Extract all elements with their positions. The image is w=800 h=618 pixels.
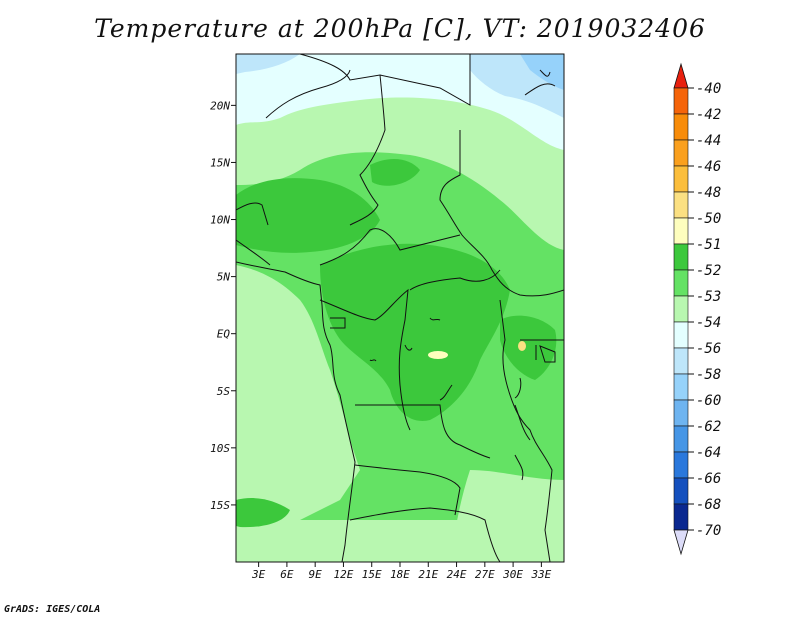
colorbar-swatch [673, 295, 689, 323]
colorbar-label: -56 [696, 341, 721, 357]
lat-tick-label: 15N [210, 156, 230, 169]
colorbar-swatch [673, 87, 689, 115]
temperature-field [236, 54, 564, 562]
lat-tick-label: 5N [217, 271, 231, 284]
lon-tick-label: 21E [418, 568, 438, 581]
colorbar-bottom-arrow [673, 529, 689, 556]
colorbar-swatch [673, 269, 689, 297]
colorbar-label: -68 [696, 497, 721, 513]
field-se-light [450, 470, 564, 562]
latitude-axis: 20N 15N 10N 5N EQ 5S 10S 15S [210, 99, 236, 512]
field-angola-dark [236, 498, 290, 528]
lat-tick-label: 10S [210, 442, 230, 455]
field-nw-blue [236, 54, 300, 74]
field-spot-2 [518, 341, 526, 351]
lon-tick-label: 12E [334, 568, 354, 581]
colorbar-swatch [673, 399, 689, 427]
colorbar-swatch [673, 113, 689, 141]
field-chad-dark [370, 158, 420, 186]
lat-tick-label: 10N [210, 214, 230, 227]
colorbar-label: -60 [696, 393, 721, 409]
coastlines-borders [236, 54, 564, 562]
colorbar-label: -66 [696, 471, 721, 487]
colorbar-swatch [673, 321, 689, 349]
lat-tick-label: EQ [217, 328, 231, 341]
lon-tick-label: 18E [390, 568, 410, 581]
lon-tick-label: 6E [280, 568, 294, 581]
colorbar-label: -52 [696, 263, 721, 279]
colorbar-swatch [673, 373, 689, 401]
colorbar-label: -70 [696, 523, 721, 539]
colorbar-swatch [673, 191, 689, 219]
lon-tick-label: 15E [362, 568, 382, 581]
lat-tick-label: 5S [217, 385, 231, 398]
grads-credit: GrADS: IGES/COLA [4, 604, 101, 615]
lon-tick-label: 33E [530, 568, 551, 581]
colorbar-swatch [673, 477, 689, 505]
colorbar-label: -48 [696, 185, 721, 201]
field-atlantic-light [236, 265, 360, 520]
field-west-africa-dark [236, 178, 380, 253]
colorbar: -40 -42 -44 -46 -48 -50 -51 -52 -53 -54 -56 -58 -60 -… [673, 62, 721, 556]
field-congo-dark [320, 243, 510, 421]
colorbar-swatch [673, 217, 689, 245]
colorbar-swatch [673, 139, 689, 167]
map-title: Temperature at 200hPa [C], VT: 201903240… [94, 14, 706, 43]
lat-tick-label: 20N [210, 99, 230, 112]
colorbar-swatch [673, 451, 689, 479]
colorbar-label: -51 [696, 237, 721, 253]
field-lakes-dark [500, 315, 557, 380]
colorbar-swatch [673, 165, 689, 193]
lon-tick-label: 30E [502, 568, 523, 581]
field-spot-1 [428, 351, 448, 359]
colorbar-label: -64 [696, 445, 721, 461]
colorbar-label: -53 [696, 289, 721, 305]
colorbar-label: -54 [696, 315, 721, 331]
colorbar-label: -46 [696, 159, 721, 175]
colorbar-label: -42 [696, 107, 721, 123]
colorbar-top-arrow [673, 62, 689, 89]
colorbar-label: -40 [696, 81, 721, 97]
lon-tick-label: 3E [251, 568, 266, 581]
lat-tick-label: 15S [210, 499, 230, 512]
colorbar-swatch [673, 425, 689, 453]
colorbar-label: -50 [696, 211, 721, 227]
colorbar-swatch [673, 243, 689, 271]
lon-tick-label: 27E [475, 568, 495, 581]
colorbar-label: -58 [696, 367, 721, 383]
colorbar-label: -44 [696, 133, 721, 149]
longitude-axis: 3E 6E 9E 12E 15E 18E 21E 24E 27E 30E 33E [251, 562, 552, 581]
colorbar-swatch [673, 347, 689, 375]
colorbar-label: -62 [696, 419, 721, 435]
lon-tick-label: 9E [309, 568, 323, 581]
lon-tick-label: 24E [447, 568, 467, 581]
colorbar-swatch [673, 503, 689, 531]
